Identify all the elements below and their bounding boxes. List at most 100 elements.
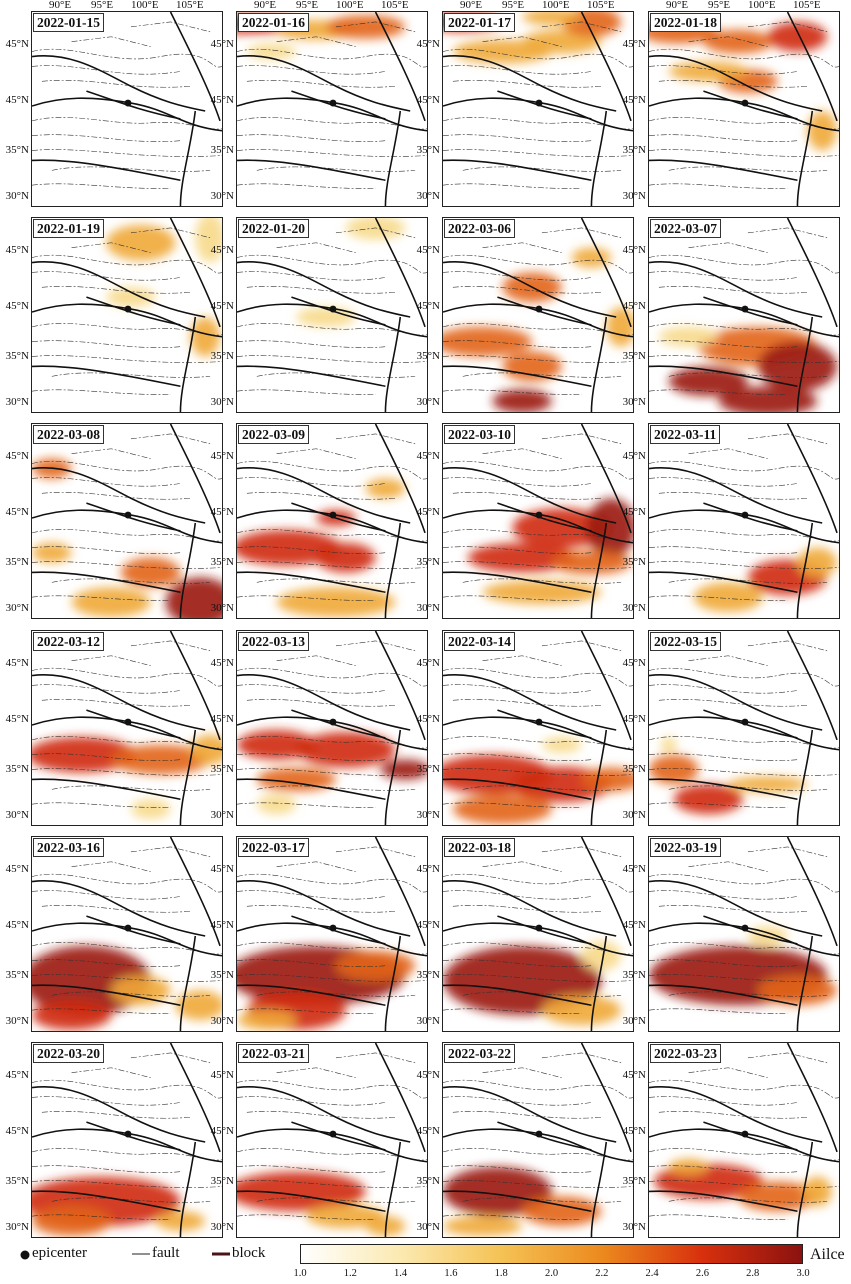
anomaly-layer — [237, 945, 416, 1031]
lat-tick-label: 45°N — [622, 863, 646, 875]
anomaly-blob — [195, 218, 222, 263]
lat-tick-label: 45°N — [5, 38, 29, 50]
anomaly-blob — [703, 29, 773, 54]
lat-tick-label: 35°N — [416, 763, 440, 775]
lat-tick-label: 45°N — [210, 38, 234, 50]
anomaly-blob — [246, 43, 297, 60]
epicenter-marker — [741, 99, 749, 107]
anomaly-blob — [32, 1000, 112, 1031]
lat-tick-label: 30°N — [210, 396, 234, 408]
lat-tick-label: 45°N — [416, 450, 440, 462]
lon-tick-label: 90°E — [254, 0, 277, 11]
lat-tick-label: 30°N — [210, 1221, 234, 1233]
panel-date: 2022-03-16 — [33, 838, 104, 857]
lat-tick-label: 45°N — [416, 94, 440, 106]
lat-tick-label: 45°N — [5, 450, 29, 462]
lat-tick-label: 45°N — [622, 38, 646, 50]
anomaly-blob — [807, 110, 838, 151]
anomaly-blob — [443, 1216, 523, 1237]
lat-tick-label: 30°N — [5, 396, 29, 408]
anomaly-layer — [693, 547, 838, 613]
anomaly-blob — [237, 1010, 297, 1031]
fault-lines — [237, 1052, 427, 1220]
anomaly-blob — [111, 744, 211, 775]
colorbar-tick: 2.4 — [645, 1268, 659, 1279]
fault-lines — [237, 433, 427, 601]
map-svg — [237, 218, 427, 412]
lat-tick-label: 35°N — [416, 969, 440, 981]
block-boundaries — [649, 1043, 839, 1237]
map-svg — [649, 424, 839, 618]
map-svg — [237, 12, 427, 206]
block-boundaries — [443, 1043, 633, 1237]
block-boundaries — [237, 12, 427, 206]
legend-block-label: block — [232, 1245, 266, 1261]
lat-tick-label: 35°N — [622, 556, 646, 568]
map-panel: 2022-01-20 — [236, 217, 428, 413]
anomaly-blob — [571, 247, 612, 268]
anomaly-blob — [306, 1204, 386, 1229]
lat-tick-label: 30°N — [416, 602, 440, 614]
map-panel: 2022-03-22 — [442, 1042, 634, 1238]
panel-date: 2022-03-13 — [238, 632, 309, 651]
colorbar-label: Ailce — [810, 1246, 845, 1263]
lat-tick-label: 35°N — [5, 350, 29, 362]
block-boundaries — [32, 631, 222, 825]
anomaly-blob — [443, 1166, 552, 1217]
map-svg — [443, 12, 633, 206]
anomaly-layer — [658, 326, 838, 412]
anomaly-blob — [586, 498, 633, 558]
anomaly-blob — [482, 580, 602, 605]
map-panel: 2022-03-20 — [31, 1042, 223, 1238]
lat-tick-label: 45°N — [416, 863, 440, 875]
map-panel: 2022-03-13 — [236, 630, 428, 826]
lon-tick-label: 95°E — [502, 0, 525, 11]
colorbar-tick: 1.0 — [293, 1268, 307, 1279]
lat-tick-label: 35°N — [210, 556, 234, 568]
lat-tick-label: 30°N — [622, 396, 646, 408]
lat-tick-label: 45°N — [5, 1125, 29, 1137]
block-boundaries — [237, 837, 427, 1031]
epicenter-marker — [741, 924, 749, 932]
map-panel: 2022-03-14 — [442, 630, 634, 826]
anomaly-blob — [492, 389, 552, 412]
map-panel: 2022-01-17 — [442, 11, 634, 207]
lat-tick-label: 45°N — [210, 1125, 234, 1137]
lat-tick-label: 45°N — [210, 450, 234, 462]
anomaly-blob — [767, 21, 828, 52]
map-svg — [237, 837, 427, 1031]
epicenter-marker — [124, 1130, 132, 1138]
map-panel: 2022-03-11 — [648, 423, 840, 619]
anomaly-blob — [190, 316, 221, 357]
map-svg — [443, 218, 633, 412]
fault-lines — [443, 1052, 633, 1220]
colorbar-tick: 1.6 — [444, 1268, 458, 1279]
fault-lines — [32, 21, 222, 189]
lat-tick-label: 30°N — [622, 809, 646, 821]
anomaly-layer — [296, 218, 406, 327]
anomaly-blob — [757, 341, 838, 392]
lon-tick-label: 105°E — [176, 0, 204, 11]
map-svg — [649, 1043, 839, 1237]
lat-tick-label: 45°N — [416, 506, 440, 518]
map-svg — [237, 1043, 427, 1237]
lat-tick-label: 45°N — [5, 863, 29, 875]
lon-tick-label: 95°E — [296, 0, 319, 11]
lat-tick-label: 45°N — [622, 1069, 646, 1081]
lat-tick-label: 35°N — [5, 556, 29, 568]
epicenter-marker — [329, 99, 337, 107]
map-svg — [32, 1043, 222, 1237]
lat-tick-label: 45°N — [5, 713, 29, 725]
map-svg — [443, 837, 633, 1031]
lat-tick-label: 45°N — [622, 300, 646, 312]
lat-tick-label: 30°N — [5, 602, 29, 614]
lat-tick-label: 30°N — [622, 1015, 646, 1027]
lat-tick-label: 45°N — [416, 919, 440, 931]
lat-tick-label: 45°N — [210, 713, 234, 725]
panel-date: 2022-03-23 — [650, 1044, 721, 1063]
lat-tick-label: 45°N — [210, 1069, 234, 1081]
fault-lines — [237, 21, 427, 189]
lat-tick-label: 35°N — [416, 556, 440, 568]
anomaly-layer — [32, 734, 222, 820]
lat-tick-label: 35°N — [5, 1175, 29, 1187]
